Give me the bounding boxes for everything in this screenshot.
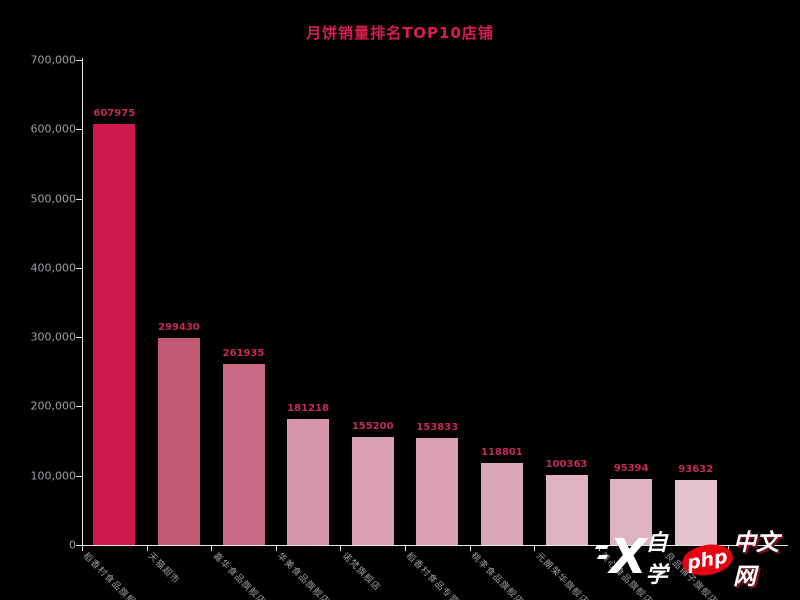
y-axis-tick-label: 600,000 [30, 122, 77, 136]
watermark: X 自学 php 中文网 [594, 527, 800, 590]
x-axis-tick-label: 诺梵旗舰店 [339, 551, 382, 594]
bar-value-label: 607975 [93, 107, 136, 119]
y-axis-tick-label: 200,000 [30, 399, 77, 413]
chart-title: 月饼销量排名TOP10店铺 [306, 24, 494, 42]
bar[interactable] [157, 337, 200, 545]
watermark-suffix-text: 中文网 [732, 530, 779, 590]
bar-value-label: 299430 [158, 321, 200, 333]
x-tick-mark [275, 546, 277, 551]
watermark-prefix-text: 自学 [645, 531, 668, 588]
bar-value-label: 155200 [351, 421, 394, 433]
y-axis-tick-label: 100,000 [30, 469, 77, 483]
y-axis-tick-label: 700,000 [30, 53, 77, 67]
x-axis-tick-label: 华美食品旗舰店 [274, 551, 332, 600]
bar-value-label: 93632 [678, 464, 714, 476]
watermark-brand-text: php [685, 545, 730, 574]
bar[interactable] [222, 363, 265, 545]
x-axis-tick-label: 稻香村食品旗舰店 [81, 551, 145, 600]
x-tick-mark [469, 546, 471, 551]
y-axis-tick-label: 0 [69, 538, 76, 552]
x-axis-line [82, 545, 788, 546]
y-tick-mark [76, 475, 82, 477]
bar-value-label: 100363 [545, 459, 588, 471]
y-axis-tick-label: 400,000 [30, 261, 77, 275]
x-tick-mark [82, 546, 83, 551]
bar-value-label: 261935 [222, 347, 265, 359]
bar-value-label: 181218 [287, 403, 329, 415]
bar[interactable] [674, 480, 717, 545]
y-axis-line [82, 58, 83, 545]
x-axis-tick-label: 桃李食品旗舰店 [468, 551, 526, 600]
bar[interactable] [610, 478, 653, 545]
x-tick-mark [534, 546, 536, 551]
x-tick-mark [663, 546, 665, 551]
x-axis-tick-label: 稻香村食品专营店 [404, 551, 468, 600]
bar-value-label: 95394 [613, 462, 649, 474]
bar[interactable] [480, 462, 523, 545]
x-axis-tick-label: 元朗荣华旗舰店 [533, 551, 590, 600]
x-tick-mark [146, 546, 148, 551]
x-axis-tick-label: 天猫超市 [145, 551, 182, 587]
bar[interactable] [416, 438, 459, 545]
bar[interactable] [545, 475, 588, 545]
bar-value-label: 153833 [416, 422, 459, 434]
bar[interactable] [287, 419, 330, 545]
watermark-php-ellipse: php [680, 540, 736, 580]
watermark-x-logo: X [609, 529, 647, 585]
y-axis-tick-label: 300,000 [30, 330, 77, 344]
y-tick-mark [76, 406, 82, 408]
y-tick-mark [76, 337, 82, 339]
x-tick-mark [340, 546, 342, 551]
x-tick-mark [405, 546, 406, 551]
bar-value-label: 118801 [481, 446, 523, 458]
y-tick-mark [76, 267, 82, 269]
bar[interactable] [351, 437, 394, 545]
bar[interactable] [93, 123, 136, 545]
y-axis-tick-label: 500,000 [30, 192, 77, 206]
x-axis-tick-label: 嘉华食品旗舰店 [210, 551, 267, 600]
y-tick-mark [76, 545, 82, 546]
x-tick-mark [211, 546, 213, 551]
y-tick-mark [76, 60, 82, 61]
y-tick-mark [76, 198, 82, 200]
y-tick-mark [76, 129, 82, 131]
watermark-speed-lines-icon [594, 537, 610, 577]
